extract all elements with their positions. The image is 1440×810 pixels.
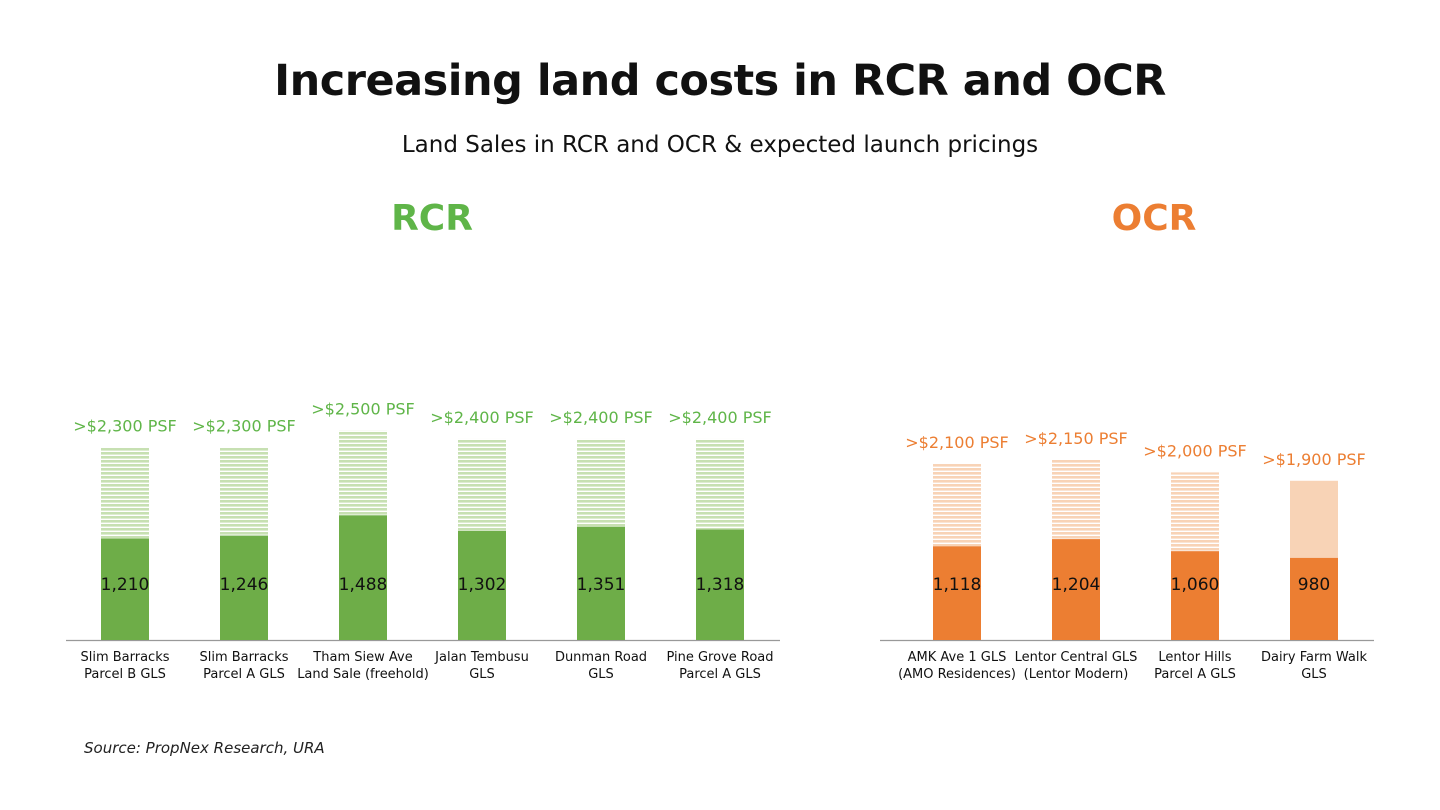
rcr-landcost-bar-2 bbox=[220, 535, 268, 640]
chart-subtitle: Land Sales in RCR and OCR & expected lau… bbox=[401, 132, 1039, 158]
ocr-category-label-4-line-2: GLS bbox=[1301, 667, 1327, 682]
rcr-psf-label-3: >$2,500 PSF bbox=[311, 400, 414, 419]
rcr-category-label-6-line-2: Parcel A GLS bbox=[679, 667, 761, 682]
ocr-landcost-label-3: 1,060 bbox=[1171, 575, 1220, 595]
rcr-category-label-4-line-1: Jalan Tembusu bbox=[434, 650, 529, 665]
rcr-landcost-label-6: 1,318 bbox=[696, 575, 745, 595]
rcr-landcost-bar-6 bbox=[696, 529, 744, 640]
ocr-category-label-4-line-1: Dairy Farm Walk bbox=[1261, 650, 1368, 665]
rcr-landcost-label-1: 1,210 bbox=[101, 575, 150, 595]
ocr-landcost-bar-4 bbox=[1290, 557, 1338, 640]
ocr-psf-label-2: >$2,150 PSF bbox=[1024, 429, 1127, 448]
rcr-landcost-bar-4 bbox=[458, 530, 506, 640]
ocr-expected-bar-4 bbox=[1290, 480, 1338, 558]
rcr-landcost-label-2: 1,246 bbox=[220, 575, 269, 595]
source-note: Source: PropNex Research, URA bbox=[84, 739, 325, 757]
ocr-category-label-1-line-1: AMK Ave 1 GLS bbox=[908, 650, 1007, 665]
ocr-psf-label-3: >$2,000 PSF bbox=[1143, 441, 1246, 460]
rcr-psf-label-2: >$2,300 PSF bbox=[192, 416, 295, 435]
rcr-category-label-1-line-1: Slim Barracks bbox=[80, 650, 169, 665]
ocr-landcost-label-1: 1,118 bbox=[933, 575, 982, 595]
rcr-psf-label-1: >$2,300 PSF bbox=[73, 416, 176, 435]
rcr-psf-label-5: >$2,400 PSF bbox=[549, 408, 652, 427]
ocr-category-label-1-line-2: (AMO Residences) bbox=[898, 667, 1016, 682]
rcr-landcost-bar-3 bbox=[339, 515, 387, 640]
rcr-landcost-label-5: 1,351 bbox=[577, 575, 626, 595]
ocr-psf-label-4: >$1,900 PSF bbox=[1262, 450, 1365, 469]
rcr-category-label-2-line-1: Slim Barracks bbox=[199, 650, 288, 665]
chart-title: Increasing land costs in RCR and OCR bbox=[274, 56, 1166, 106]
rcr-landcost-bar-1 bbox=[101, 538, 149, 640]
ocr-landcost-bar-1 bbox=[933, 546, 981, 640]
rcr-category-label-6-line-1: Pine Grove Road bbox=[666, 650, 773, 665]
ocr-landcost-bar-3 bbox=[1171, 551, 1219, 640]
rcr-group-title: RCR bbox=[391, 198, 473, 239]
ocr-expected-bar-2 bbox=[1052, 459, 1100, 540]
rcr-landcost-bar-5 bbox=[577, 526, 625, 640]
ocr-landcost-bar-2 bbox=[1052, 539, 1100, 640]
rcr-expected-bar-2 bbox=[220, 447, 268, 536]
ocr-category-label-2-line-1: Lentor Central GLS bbox=[1015, 650, 1138, 665]
rcr-category-label-3-line-2: Land Sale (freehold) bbox=[297, 667, 429, 682]
rcr-category-label-3-line-1: Tham Siew Ave bbox=[312, 650, 412, 665]
rcr-landcost-label-4: 1,302 bbox=[458, 575, 507, 595]
ocr-landcost-label-2: 1,204 bbox=[1052, 575, 1101, 595]
ocr-psf-label-1: >$2,100 PSF bbox=[905, 433, 1008, 452]
rcr-expected-bar-4 bbox=[458, 438, 506, 531]
rcr-expected-bar-3 bbox=[339, 430, 387, 516]
ocr-category-label-3-line-1: Lentor Hills bbox=[1158, 650, 1231, 665]
rcr-expected-bar-1 bbox=[101, 447, 149, 539]
rcr-category-label-5-line-1: Dunman Road bbox=[555, 650, 647, 665]
rcr-expected-bar-6 bbox=[696, 438, 744, 530]
rcr-expected-bar-5 bbox=[577, 438, 625, 527]
rcr-category-label-5-line-2: GLS bbox=[588, 667, 614, 682]
ocr-group-title: OCR bbox=[1112, 198, 1197, 239]
rcr-landcost-label-3: 1,488 bbox=[339, 575, 388, 595]
rcr-category-label-2-line-2: Parcel A GLS bbox=[203, 667, 285, 682]
rcr-psf-label-6: >$2,400 PSF bbox=[668, 408, 771, 427]
rcr-category-label-4-line-2: GLS bbox=[469, 667, 495, 682]
ocr-expected-bar-3 bbox=[1171, 472, 1219, 552]
ocr-category-label-2-line-2: (Lentor Modern) bbox=[1024, 667, 1129, 682]
ocr-expected-bar-1 bbox=[933, 464, 981, 547]
ocr-landcost-label-4: 980 bbox=[1298, 575, 1330, 595]
rcr-psf-label-4: >$2,400 PSF bbox=[430, 408, 533, 427]
ocr-category-label-3-line-2: Parcel A GLS bbox=[1154, 667, 1236, 682]
rcr-category-label-1-line-2: Parcel B GLS bbox=[84, 667, 166, 682]
